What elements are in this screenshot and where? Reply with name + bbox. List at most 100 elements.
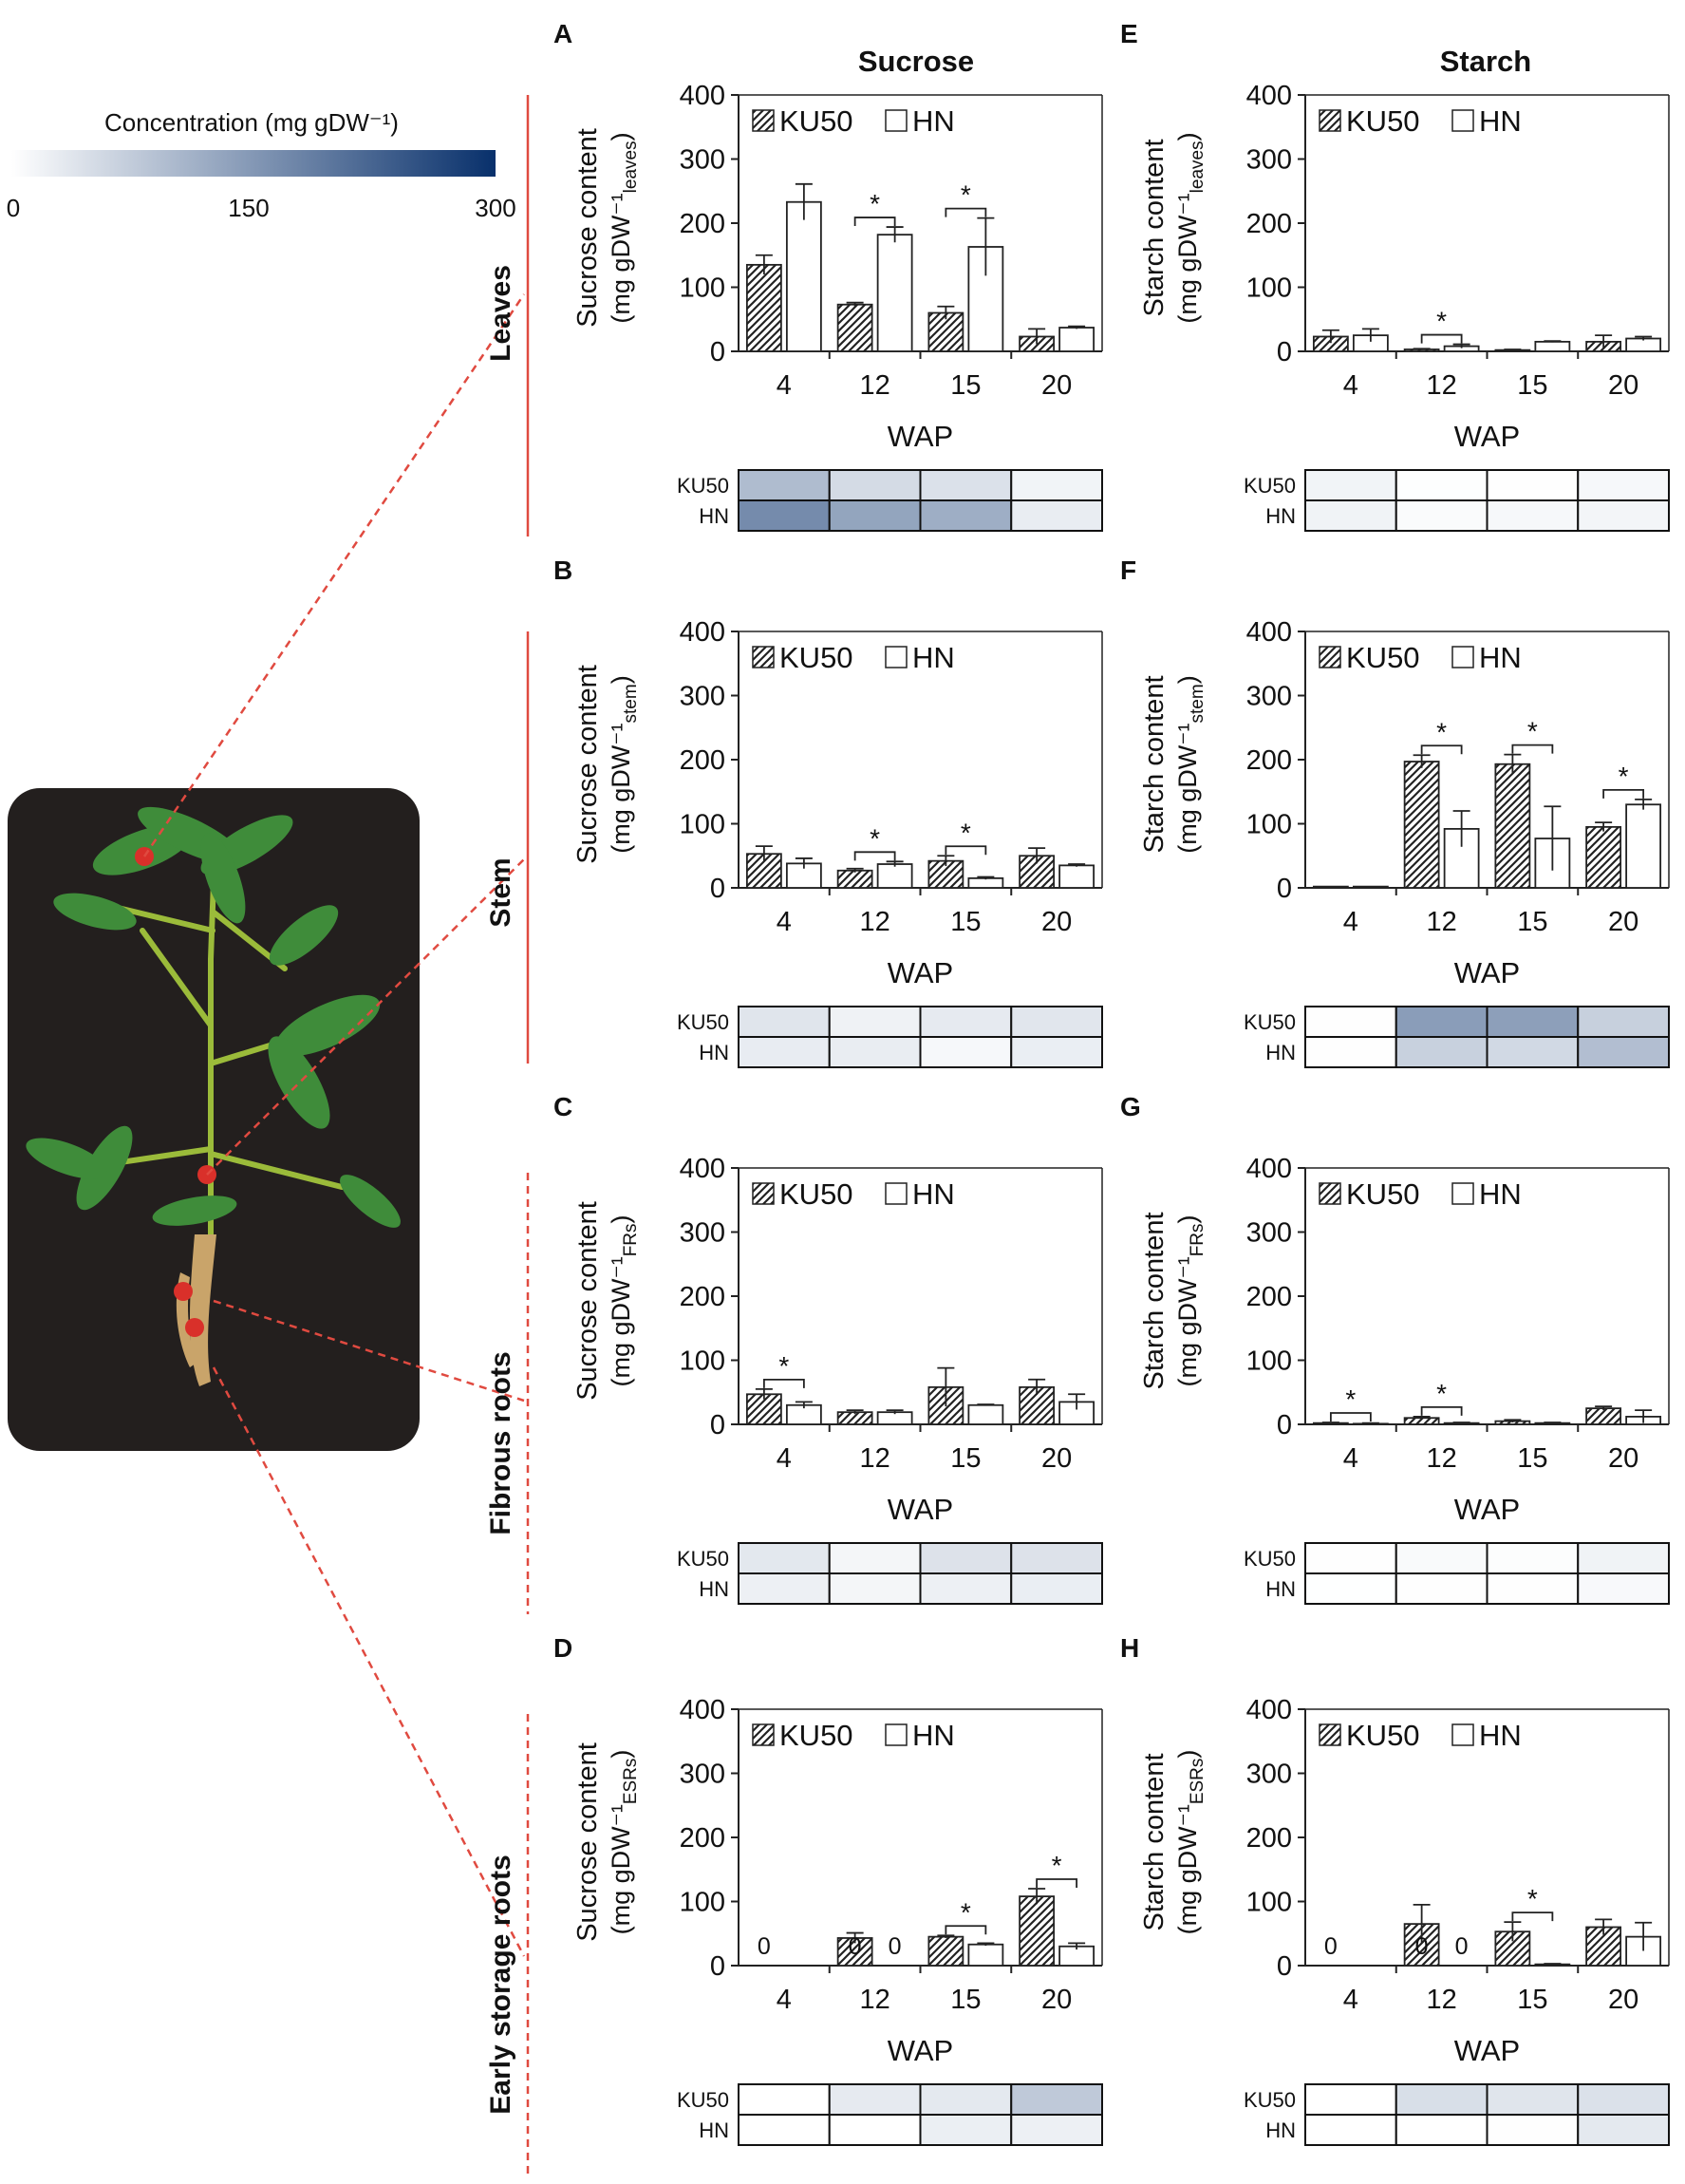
x-tick-label: 20 <box>1608 370 1638 401</box>
bar-HN-20 <box>1625 803 1662 889</box>
heatmap-cell-HN-20 <box>1010 499 1103 532</box>
panel-letter: G <box>1120 1092 1141 1121</box>
y-axis-units-subscript: stem <box>621 684 641 723</box>
heatmap-cell-HN-4 <box>738 1572 831 1605</box>
x-tick-label: 15 <box>950 1985 981 2015</box>
significance-star: * <box>1436 307 1447 336</box>
panel-letter: A <box>553 19 572 48</box>
heatmap-cell-KU50-4 <box>1304 469 1397 501</box>
x-tick-label: 15 <box>950 907 981 937</box>
heatmap-cell-HN-15 <box>1486 2114 1580 2146</box>
panel-letter: F <box>1120 555 1136 585</box>
y-tick-label: 0 <box>1277 1951 1292 1982</box>
connector-storage-roots <box>212 1366 526 1957</box>
zero-value-label: 0 <box>1324 1933 1338 1960</box>
legend-label-KU50: KU50 <box>1346 104 1420 138</box>
legend-swatch-HN <box>1451 646 1474 668</box>
bar-HN-15 <box>967 1403 1004 1425</box>
heatmap-cell-KU50-15 <box>919 2083 1013 2116</box>
x-tick-label: 12 <box>1426 1443 1456 1474</box>
y-tick-label: 200 <box>680 1282 725 1312</box>
heatmap-cell-KU50-20 <box>1010 2083 1103 2116</box>
heatmap-cell-HN-20 <box>1577 2114 1670 2146</box>
panel-letter: C <box>553 1092 572 1121</box>
y-axis-units: (mg gDW⁻¹leaves) <box>607 132 641 323</box>
heatmap-row-label-KU50: KU50 <box>677 1010 729 1034</box>
y-axis-units-subscript: ESRs <box>1188 1759 1208 1805</box>
y-axis-units-subscript: leaves <box>1188 141 1208 193</box>
legend-label-HN: HN <box>912 641 955 674</box>
y-tick-label: 300 <box>1246 1760 1292 1790</box>
bar-HN-4 <box>785 200 822 352</box>
y-axis-units-close: ) <box>607 675 635 684</box>
connector-fibrous-roots <box>213 1299 525 1403</box>
y-axis-units-close: ) <box>607 1214 635 1223</box>
y-axis-label: Starch content <box>1139 676 1170 854</box>
y-tick-label: 200 <box>1246 1823 1292 1854</box>
heatmap-cell-HN-15 <box>919 2114 1013 2146</box>
x-tick-label: 15 <box>1517 1985 1547 2015</box>
y-tick-label: 400 <box>1246 81 1292 111</box>
y-tick-label: 200 <box>680 1823 725 1854</box>
zero-value-label: 0 <box>1455 1933 1469 1960</box>
panel-C: C 0 100 200 300 400 Sucrose content (mg gDW⁻¹FR… <box>553 1092 1103 1605</box>
y-axis-label: Sucrose content <box>572 665 603 864</box>
x-tick-label: 12 <box>859 1985 889 2015</box>
x-tick-label: 4 <box>777 370 792 401</box>
heatmap-cell-KU50-15 <box>919 1542 1013 1574</box>
x-tick-label: 20 <box>1041 1985 1072 2015</box>
significance-star: * <box>1527 717 1538 746</box>
legend-swatch-HN <box>885 1723 908 1746</box>
cassava-plant-photo <box>8 788 420 1451</box>
significance-star: * <box>870 189 880 218</box>
x-tick-label: 4 <box>1343 370 1358 401</box>
heatmap-cell-KU50-12 <box>828 1542 922 1574</box>
y-tick-label: 300 <box>1246 682 1292 712</box>
x-tick-label: 20 <box>1041 907 1072 937</box>
y-tick-label: 100 <box>1246 1888 1292 1918</box>
heatmap-cell-KU50-20 <box>1577 1542 1670 1574</box>
y-tick-label: 300 <box>680 682 725 712</box>
legend-label-KU50: KU50 <box>779 104 853 138</box>
y-axis-units: (mg gDW⁻¹leaves) <box>1173 132 1208 323</box>
y-tick-label: 100 <box>1246 1346 1292 1377</box>
row-label-storage-roots: Early storage roots <box>485 1855 516 2114</box>
bar-KU50-20 <box>1019 1895 1056 1967</box>
colorbar: Concentration (mg gDW⁻¹) 0 150 300 <box>7 108 516 222</box>
x-tick-label: 12 <box>1426 370 1456 401</box>
heatmap-cell-HN-12 <box>1395 499 1488 532</box>
y-axis-units-close: ) <box>1173 132 1202 141</box>
bar-HN-20 <box>1058 864 1095 889</box>
significance-star: * <box>870 823 880 853</box>
heatmap-cell-HN-15 <box>919 1572 1013 1605</box>
bar-HN-15 <box>967 876 1004 889</box>
bar-KU50-15 <box>927 1935 964 1967</box>
colorbar-gradient <box>11 150 496 177</box>
heatmap-row-label-KU50: KU50 <box>1244 474 1296 498</box>
y-tick-label: 100 <box>1246 273 1292 304</box>
zero-value-label: 0 <box>889 1933 902 1960</box>
heatmap-cell-HN-12 <box>828 499 922 532</box>
heatmap-cell-HN-20 <box>1010 2114 1103 2146</box>
x-tick-label: 15 <box>1517 370 1547 401</box>
heatmap-cell-HN-4 <box>1304 499 1397 532</box>
heatmap-cell-KU50-20 <box>1577 2083 1670 2116</box>
significance-bracket <box>1420 1406 1463 1416</box>
heatmap-cell-KU50-12 <box>1395 1006 1488 1038</box>
y-axis-label: Sucrose content <box>572 128 603 328</box>
bar-KU50-12 <box>1403 761 1440 889</box>
heatmap-cell-HN-20 <box>1577 499 1670 532</box>
colorbar-tick-150: 150 <box>228 194 269 222</box>
significance-bracket <box>1511 1911 1554 1922</box>
y-tick-label: 100 <box>680 273 725 304</box>
y-axis-units: (mg gDW⁻¹stem) <box>607 675 641 853</box>
zero-value-label: 0 <box>1415 1933 1429 1960</box>
y-tick-label: 400 <box>1246 1154 1292 1184</box>
x-tick-label: 4 <box>1343 1985 1358 2015</box>
y-tick-label: 0 <box>710 337 725 367</box>
y-tick-label: 300 <box>1246 145 1292 176</box>
heatmap-cell-HN-4 <box>1304 1572 1397 1605</box>
x-axis-label: WAP <box>888 420 953 453</box>
legend-swatch-HN <box>1451 1723 1474 1746</box>
heatmap-cell-KU50-15 <box>1486 1542 1580 1574</box>
